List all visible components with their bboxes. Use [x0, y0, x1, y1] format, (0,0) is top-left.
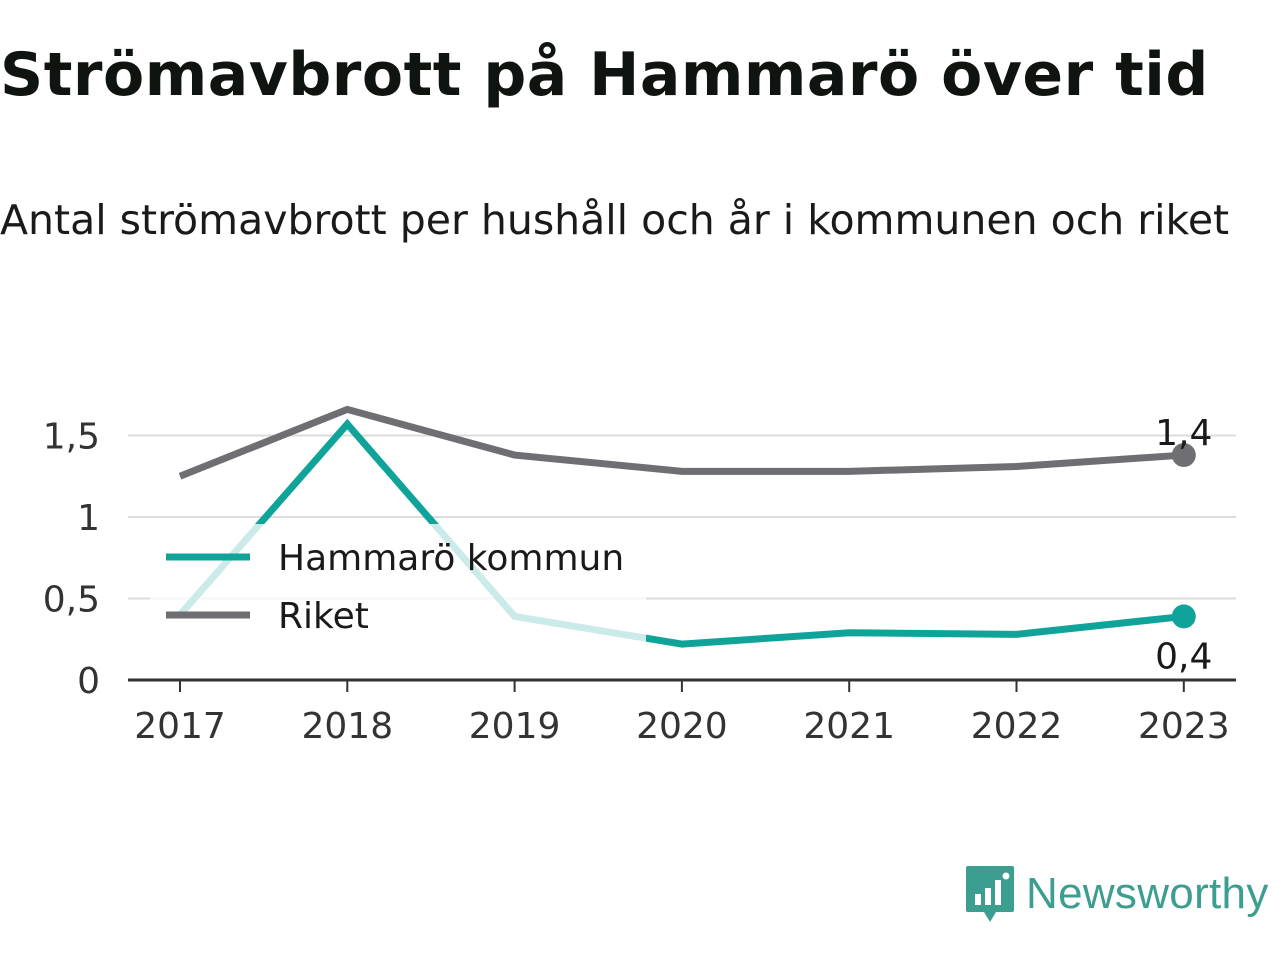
end-value-label: 1,4 [1155, 413, 1212, 454]
x-tick-label: 2017 [134, 706, 226, 747]
series-line-riket [178, 405, 1185, 480]
y-tick-label: 1,5 [43, 417, 100, 458]
legend-background [150, 524, 646, 642]
x-tick-label: 2023 [1138, 706, 1230, 747]
y-tick-label: 1 [77, 498, 100, 539]
end-value-label: 0,4 [1155, 636, 1212, 677]
legend-label: Hammarö kommun [278, 538, 624, 579]
y-tick-label: 0 [77, 661, 100, 702]
legend-label: Riket [278, 596, 369, 637]
legend: Hammarö kommun Riket [150, 524, 646, 642]
end-markers: 0,4 1,4 [1155, 413, 1212, 677]
brand-name: Newsworthy [1026, 869, 1269, 918]
x-tick-label: 2019 [469, 706, 561, 747]
chart-subtitle: Antal strömavbrott per hushåll och år i … [0, 196, 1230, 244]
series-line-hammaro [177, 418, 1185, 648]
brand: Newsworthy [964, 862, 1269, 926]
chart-title: Strömavbrott på Hammarö över tid [0, 40, 1209, 110]
x-tick-label: 2018 [301, 706, 393, 747]
x-tick-label: 2021 [803, 706, 895, 747]
end-marker [1171, 604, 1196, 629]
y-tick-label: 0,5 [43, 580, 100, 621]
series-lines [177, 405, 1185, 648]
x-tick-label: 2022 [971, 706, 1063, 747]
newsworthy-logo-icon [966, 866, 1014, 922]
y-axis: 0 0,5 1 1,5 [43, 417, 100, 703]
end-marker [1171, 443, 1196, 468]
x-axis: 2017 2018 2019 2020 2021 2022 2023 [128, 678, 1236, 747]
x-tick-label: 2020 [636, 706, 728, 747]
